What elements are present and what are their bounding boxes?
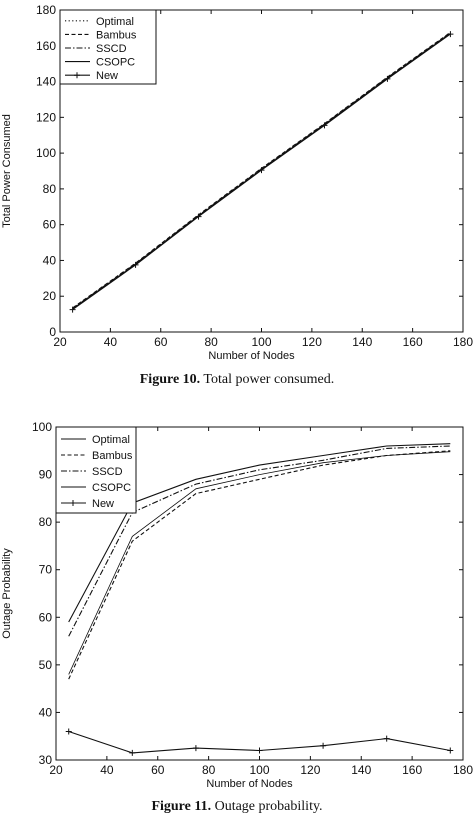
legend-label-sscd: SSCD xyxy=(92,466,123,478)
data-point-new xyxy=(69,306,76,313)
data-point-new xyxy=(384,75,391,82)
x-tick-label: 40 xyxy=(100,763,114,777)
y-tick-label: 40 xyxy=(43,253,57,267)
x-tick-label: 20 xyxy=(49,763,63,777)
y-tick-label: 80 xyxy=(39,515,53,529)
legend-marker xyxy=(70,500,76,506)
y-tick-label: 160 xyxy=(36,39,56,53)
figure-11-caption: Figure 11. Outage probability. xyxy=(0,799,474,815)
x-axis-label: Number of Nodes xyxy=(206,778,293,790)
chart-1: 20 40 60 80 100 120 140 160 18002040608010012014… xyxy=(1,3,473,362)
x-tick-label: 60 xyxy=(154,335,168,349)
figure-10-caption-text: Total power consumed. xyxy=(203,372,335,387)
y-tick-label: 50 xyxy=(39,658,53,672)
legend-label-sscd: SSCD xyxy=(96,43,127,55)
x-tick-label: 40 xyxy=(104,335,118,349)
y-tick-label: 100 xyxy=(36,146,56,160)
data-point-new xyxy=(132,261,139,268)
x-tick-label: 100 xyxy=(249,763,269,777)
y-tick-label: 70 xyxy=(39,563,53,577)
y-tick-label: 30 xyxy=(39,753,53,767)
y-tick-label: 120 xyxy=(36,110,56,124)
x-tick-label: 60 xyxy=(151,763,165,777)
legend-label-optimal: Optimal xyxy=(92,434,130,446)
x-tick-label: 120 xyxy=(302,335,322,349)
data-point-new xyxy=(383,735,390,742)
y-tick-label: 180 xyxy=(36,3,56,17)
y-axis-label: Total Power Consumed xyxy=(1,114,13,228)
x-tick-label: 140 xyxy=(351,763,371,777)
legend-label-new: New xyxy=(96,70,118,82)
data-point-new xyxy=(320,742,327,749)
x-tick-label: 180 xyxy=(453,335,473,349)
x-tick-label: 100 xyxy=(251,335,271,349)
x-tick-label: 20 xyxy=(53,335,67,349)
data-point-new xyxy=(321,122,328,129)
legend-label-new: New xyxy=(92,498,114,510)
legend-label-csopc: CSOPC xyxy=(96,57,135,69)
y-tick-label: 90 xyxy=(39,468,53,482)
y-tick-label: 60 xyxy=(39,610,53,624)
data-point-new xyxy=(65,728,72,735)
x-tick-label: 160 xyxy=(403,335,423,349)
y-tick-label: 20 xyxy=(43,289,57,303)
data-point-new xyxy=(192,745,199,752)
y-tick-label: 140 xyxy=(36,75,56,89)
x-axis-label: Number of Nodes xyxy=(208,350,295,362)
x-tick-label: 180 xyxy=(453,763,473,777)
x-tick-label: 80 xyxy=(204,335,218,349)
figure-10-caption-label: Figure 10. xyxy=(139,372,201,387)
legend-label-bambus: Bambus xyxy=(96,29,137,41)
data-point-new xyxy=(447,31,454,38)
chart-2: 20 40 60 80 100 120 140 160 180 30 40 50 60 70 80 90 100… xyxy=(1,420,473,790)
y-axis-label: Outage Probability xyxy=(1,548,13,639)
legend-label-optimal: Optimal xyxy=(96,16,134,28)
x-tick-label: 160 xyxy=(402,763,422,777)
legend-label-csopc: CSOPC xyxy=(92,482,131,494)
figure-11-caption-label: Figure 11. xyxy=(151,799,212,814)
figure-11-caption-text: Outage probability. xyxy=(214,799,323,814)
y-tick-label: 100 xyxy=(32,420,52,434)
legend-label-bambus: Bambus xyxy=(92,450,133,462)
legend-box xyxy=(55,426,137,514)
x-tick-label: 140 xyxy=(352,335,372,349)
legend-box xyxy=(59,9,157,85)
y-tick-label: 80 xyxy=(43,182,57,196)
data-point-new xyxy=(258,167,265,174)
y-tick-label: 40 xyxy=(39,705,53,719)
data-point-new xyxy=(129,749,136,756)
series-line-csopc xyxy=(68,451,451,675)
data-point-new xyxy=(447,747,454,754)
x-tick-label: 80 xyxy=(202,763,216,777)
data-point-new xyxy=(195,213,202,220)
data-point-new xyxy=(256,747,263,754)
y-tick-label: 60 xyxy=(43,218,57,232)
figure-10-caption: Figure 10. Total power consumed. xyxy=(0,372,474,388)
y-tick-label: 0 xyxy=(49,325,56,339)
legend-marker xyxy=(74,72,80,79)
x-tick-label: 120 xyxy=(300,763,320,777)
